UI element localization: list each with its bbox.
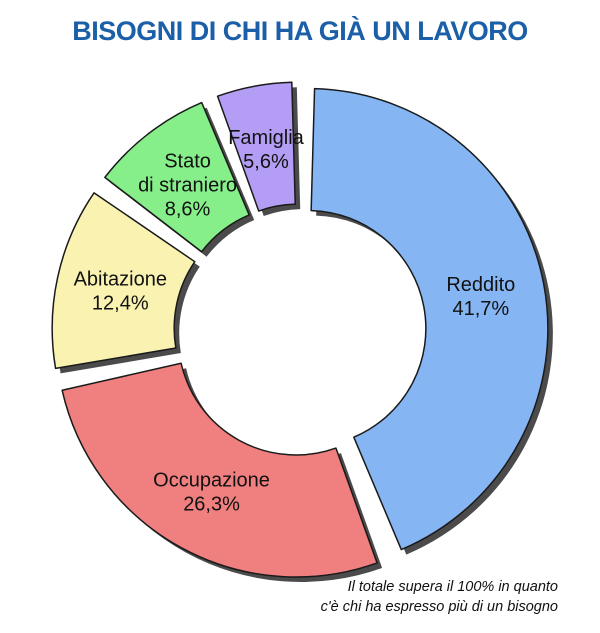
- slice-category-label: Stato: [164, 150, 211, 172]
- slice-stato-di-straniero: [104, 101, 250, 253]
- chart-title: BISOGNI DI CHI HA GIÀ UN LAVORO: [72, 16, 528, 46]
- slice-value-label: 41,7%: [452, 298, 509, 320]
- slice-label-reddito: Reddito 41,7%: [446, 274, 515, 320]
- slice-occupazione: [61, 362, 378, 578]
- slice-category-label: di straniero: [138, 174, 237, 196]
- slice-reddito: [310, 87, 549, 551]
- slice-label-famiglia: Famiglia 5,6%: [228, 127, 304, 173]
- slice-value-label: 5,6%: [243, 151, 289, 173]
- slice-category-label: Abitazione: [74, 269, 167, 291]
- slice-value-label: 12,4%: [92, 293, 149, 315]
- slice-category-label: Occupazione: [153, 469, 270, 491]
- slice-category-label: Reddito: [446, 274, 515, 296]
- slice-label-abitazione: Abitazione 12,4%: [74, 269, 167, 315]
- footnote-line-2: c'è chi ha espresso più di un bisogno: [320, 599, 558, 615]
- footnote-line-1: Il totale supera il 100% in quanto: [347, 579, 558, 595]
- slices-group: [51, 81, 549, 578]
- labels-group: Reddito 41,7% Occupazione 26,3% Abitazione 12…: [74, 127, 516, 515]
- slice-category-label: Famiglia: [228, 127, 304, 149]
- footnote: Il totale supera il 100% in quanto c'è c…: [321, 577, 558, 617]
- slice-abitazione: [51, 192, 196, 370]
- slice-label-stato-di-straniero: Stato di straniero 8,6%: [138, 150, 237, 220]
- slice-value-label: 8,6%: [165, 198, 211, 220]
- slice-famiglia: [216, 81, 296, 212]
- slice-value-label: 26,3%: [183, 493, 240, 515]
- slice-label-occupazione: Occupazione 26,3%: [153, 469, 270, 515]
